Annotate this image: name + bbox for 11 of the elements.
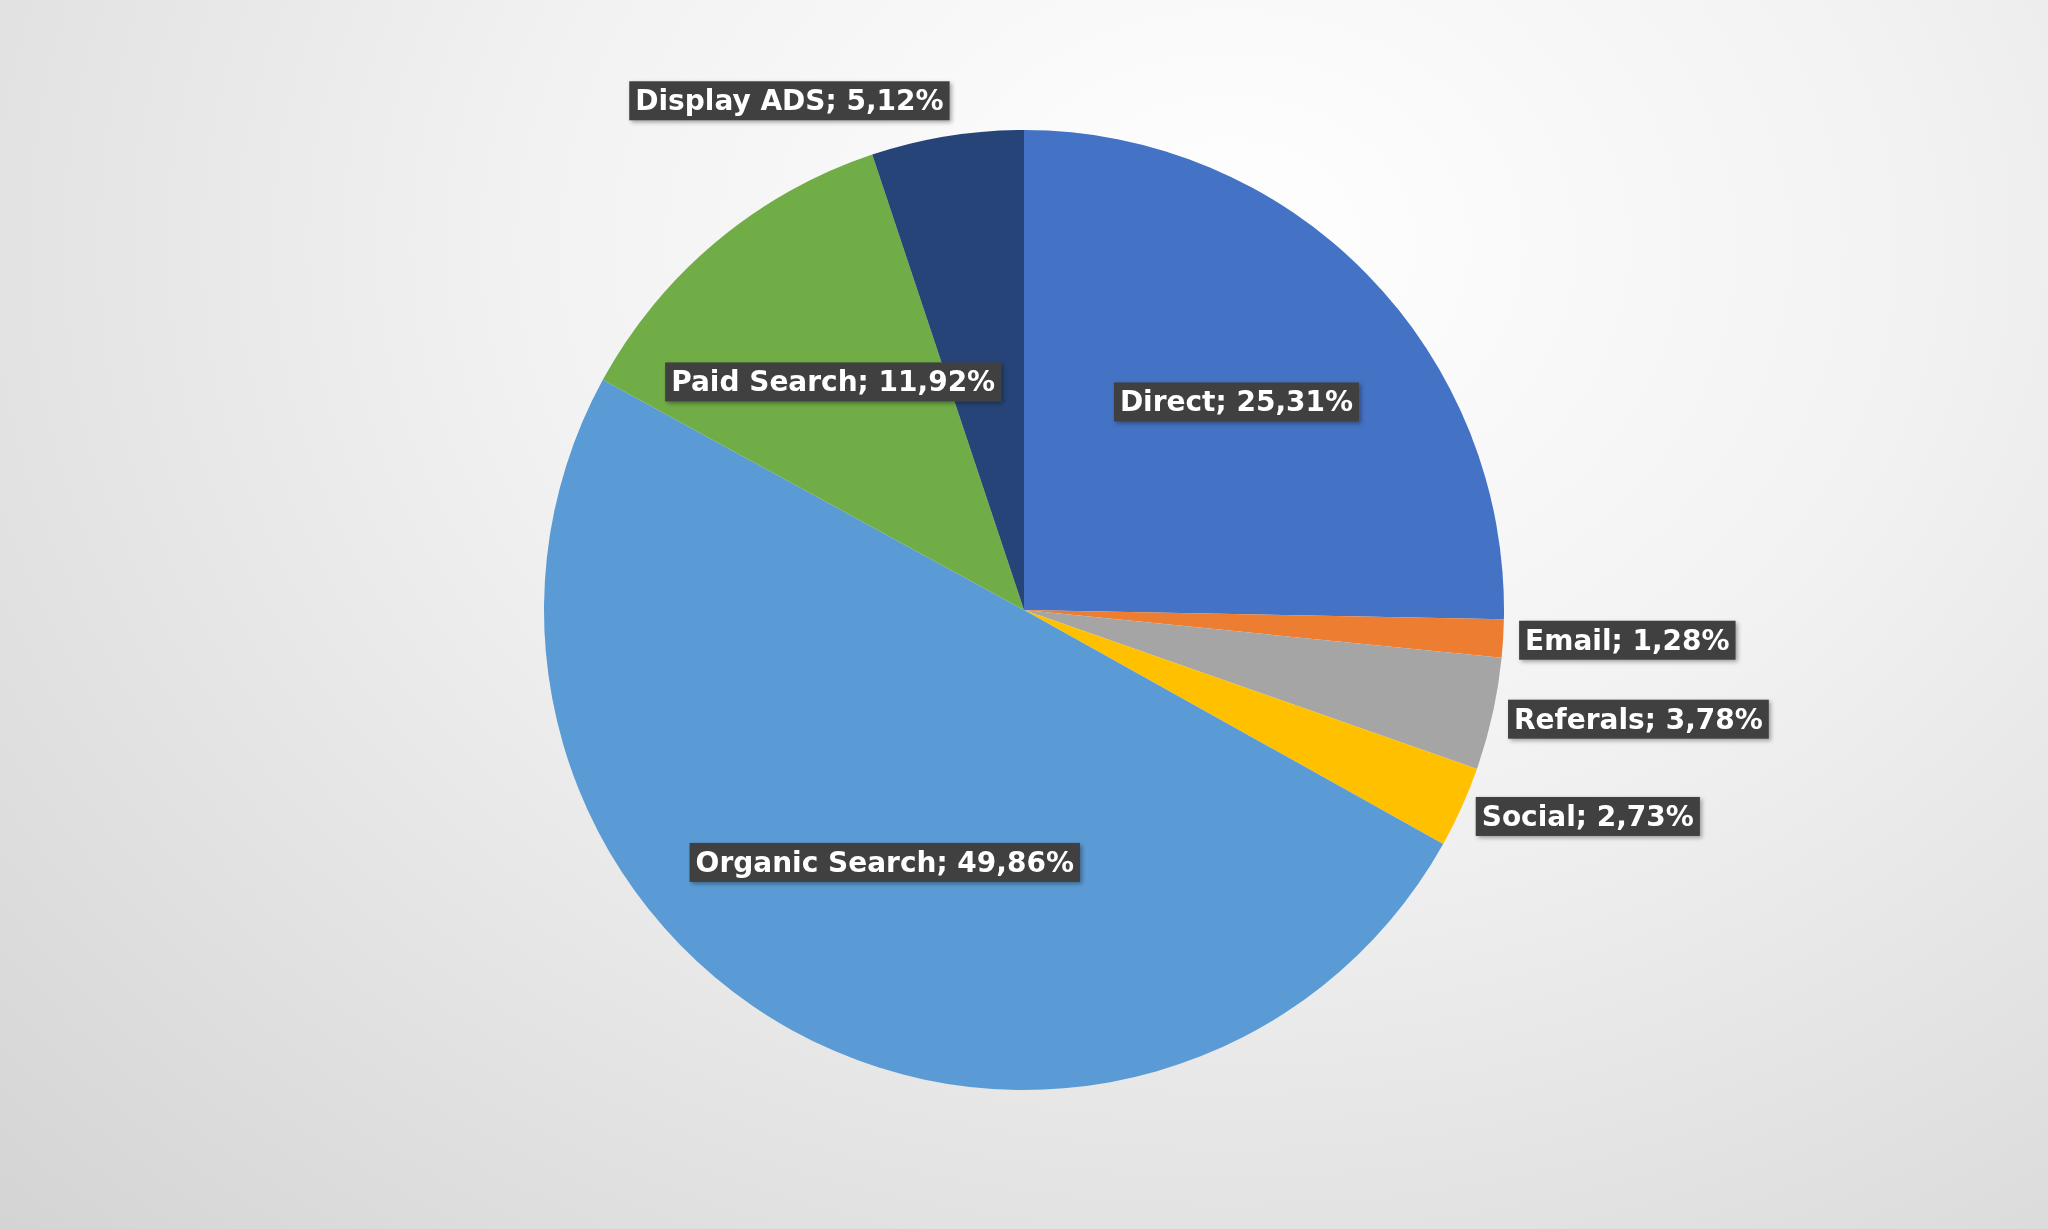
slice-label: Email; 1,28% — [1525, 623, 1730, 657]
slice-label: Display ADS; 5,12% — [635, 84, 944, 118]
slice-label: Organic Search; 49,86% — [695, 845, 1074, 879]
pie-slice — [1024, 610, 1477, 844]
pie-slice — [1024, 130, 1504, 620]
slice-label: Referals; 3,78% — [1514, 702, 1763, 736]
slice-label: Paid Search; 11,92% — [671, 365, 996, 399]
pie-slice — [1024, 610, 1502, 769]
slice-label: Direct; 25,31% — [1119, 385, 1354, 419]
pie-slice — [872, 130, 1024, 610]
slice-label: Social; 2,73% — [1481, 799, 1694, 833]
